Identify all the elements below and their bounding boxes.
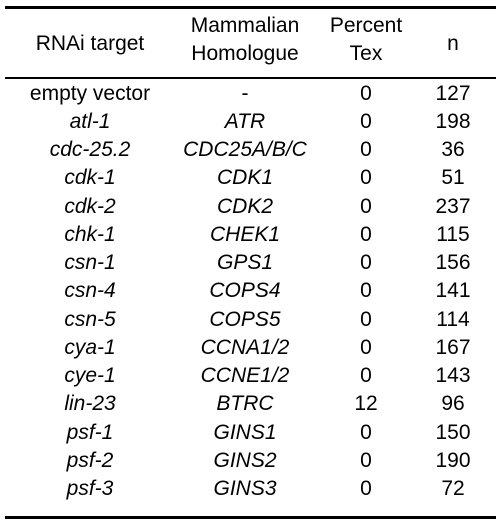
n-cell: 36 xyxy=(441,138,465,161)
homologue-cell: ATR xyxy=(224,110,266,133)
homologue-cell: GINS3 xyxy=(213,477,277,500)
table-row: cdk-1 CDK1 0 51 xyxy=(0,164,503,192)
table-row: csn-5 COPS5 0 114 xyxy=(0,306,503,334)
n-cell: 198 xyxy=(435,110,471,133)
homologue-cell: CCNE1/2 xyxy=(200,364,290,387)
percent-tex-cell: 0 xyxy=(360,223,372,246)
table-row: psf-3 GINS3 0 72 xyxy=(0,475,503,503)
n-cell: 115 xyxy=(436,223,470,246)
table-row: cdk-2 CDK2 0 237 xyxy=(0,193,503,221)
table-top-rule xyxy=(5,6,496,9)
rnai-target-cell: chk-1 xyxy=(64,223,116,246)
percent-tex-cell: 0 xyxy=(360,166,372,189)
rnai-target-cell: lin-23 xyxy=(64,392,116,415)
homologue-cell: CDK2 xyxy=(216,195,274,218)
n-cell: 141 xyxy=(435,279,471,302)
table-row: empty vector - 0 127 xyxy=(0,80,503,108)
header-homologue-line2: Homologue xyxy=(191,42,299,65)
table-row: psf-2 GINS2 0 190 xyxy=(0,447,503,475)
rnai-target-cell: csn-5 xyxy=(64,308,116,331)
rnai-target-cell: cdc-25.2 xyxy=(49,138,131,161)
n-cell: 237 xyxy=(435,195,471,218)
rnai-target-cell: cya-1 xyxy=(64,336,116,359)
n-cell: 143 xyxy=(435,364,471,387)
rnai-target-cell: empty vector xyxy=(29,82,151,105)
homologue-cell: GINS2 xyxy=(213,449,277,472)
rnai-target-cell: atl-1 xyxy=(69,110,111,133)
n-cell: 190 xyxy=(435,449,471,472)
homologue-cell: GPS1 xyxy=(216,251,274,274)
table-row: csn-4 COPS4 0 141 xyxy=(0,277,503,305)
table-row: cye-1 CCNE1/2 0 143 xyxy=(0,362,503,390)
n-cell: 51 xyxy=(441,166,465,189)
table-row: psf-1 GINS1 0 150 xyxy=(0,419,503,447)
table-row: lin-23 BTRC 12 96 xyxy=(0,390,503,418)
percent-tex-cell: 0 xyxy=(360,195,372,218)
rnai-target-cell: psf-2 xyxy=(66,449,114,472)
percent-tex-cell: 0 xyxy=(360,336,372,359)
homologue-cell: COPS4 xyxy=(209,279,281,302)
table-row: atl-1 ATR 0 198 xyxy=(0,108,503,136)
table-header-rule xyxy=(5,77,496,79)
rnai-target-cell: psf-1 xyxy=(66,421,114,444)
n-cell: 72 xyxy=(441,477,465,500)
table-row: csn-1 GPS1 0 156 xyxy=(0,249,503,277)
homologue-cell: CDC25A/B/C xyxy=(183,138,307,161)
homologue-cell: - xyxy=(241,82,249,105)
table-row: cdc-25.2 CDC25A/B/C 0 36 xyxy=(0,136,503,164)
percent-tex-cell: 0 xyxy=(360,251,372,274)
n-cell: 167 xyxy=(435,336,471,359)
percent-tex-cell: 0 xyxy=(360,279,372,302)
rnai-target-cell: csn-1 xyxy=(64,251,116,274)
header-homologue-line1: Mammalian xyxy=(190,14,300,37)
percent-tex-cell: 12 xyxy=(354,392,378,415)
homologue-cell: CCNA1/2 xyxy=(200,336,290,359)
homologue-cell: GINS1 xyxy=(213,421,277,444)
rnai-target-cell: cdk-2 xyxy=(64,195,116,218)
percent-tex-cell: 0 xyxy=(360,421,372,444)
percent-tex-cell: 0 xyxy=(360,364,372,387)
n-cell: 96 xyxy=(441,392,465,415)
percent-tex-cell: 0 xyxy=(360,308,372,331)
header-percent-line1: Percent xyxy=(329,14,403,37)
header-rnai-target: RNAi target xyxy=(35,32,145,55)
header-percent-line2: Tex xyxy=(349,42,383,65)
homologue-cell: CDK1 xyxy=(216,166,274,189)
table-row: cya-1 CCNA1/2 0 167 xyxy=(0,334,503,362)
rnai-target-cell: cye-1 xyxy=(64,364,116,387)
homologue-cell: COPS5 xyxy=(209,308,281,331)
percent-tex-cell: 0 xyxy=(360,449,372,472)
n-cell: 114 xyxy=(436,308,470,331)
percent-tex-cell: 0 xyxy=(360,82,372,105)
homologue-cell: CHEK1 xyxy=(209,223,281,246)
n-cell: 156 xyxy=(435,251,471,274)
rnai-target-cell: psf-3 xyxy=(66,477,114,500)
rnai-target-cell: csn-4 xyxy=(64,279,116,302)
table-row: chk-1 CHEK1 0 115 xyxy=(0,221,503,249)
table-bottom-rule xyxy=(5,516,496,519)
rnai-target-cell: cdk-1 xyxy=(64,166,116,189)
n-cell: 150 xyxy=(435,421,471,444)
percent-tex-cell: 0 xyxy=(360,138,372,161)
percent-tex-cell: 0 xyxy=(360,477,372,500)
percent-tex-cell: 0 xyxy=(360,110,372,133)
homologue-cell: BTRC xyxy=(216,392,274,415)
n-cell: 127 xyxy=(435,82,471,105)
header-n: n xyxy=(447,32,459,55)
